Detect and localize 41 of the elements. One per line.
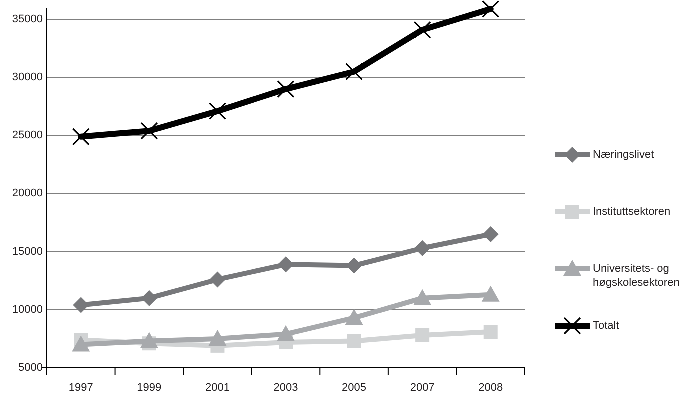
y-tick-label: 10000 bbox=[12, 304, 43, 316]
point bbox=[277, 325, 295, 342]
point bbox=[414, 289, 432, 306]
x-tick-label: 1999 bbox=[137, 382, 162, 394]
point bbox=[482, 286, 500, 302]
point bbox=[414, 240, 431, 256]
legend-label: Universitets- og høgskolesektoren bbox=[593, 262, 680, 289]
x-tick-label: 2001 bbox=[205, 382, 230, 394]
point bbox=[277, 80, 295, 98]
point bbox=[345, 63, 364, 81]
x-tick-label: 2007 bbox=[410, 382, 435, 394]
x-tick-label: 1997 bbox=[68, 382, 94, 394]
legend-label: Totalt bbox=[593, 320, 620, 332]
legend-label: Instituttsektoren bbox=[593, 206, 671, 218]
point bbox=[141, 290, 158, 306]
y-tick-label: 35000 bbox=[12, 14, 43, 26]
point bbox=[72, 336, 90, 352]
legend-label: Næringslivet bbox=[593, 148, 654, 161]
y-tick-label: 20000 bbox=[12, 188, 43, 200]
point bbox=[210, 272, 226, 288]
point bbox=[208, 102, 227, 120]
point bbox=[482, 226, 499, 242]
point bbox=[484, 325, 498, 339]
x-tick-label: 2003 bbox=[274, 382, 298, 394]
y-tick-label: 25000 bbox=[12, 130, 43, 142]
point bbox=[482, 0, 500, 18]
point bbox=[278, 256, 294, 273]
point bbox=[73, 297, 90, 314]
point bbox=[345, 309, 364, 326]
point bbox=[414, 21, 432, 39]
y-tick-label: 15000 bbox=[12, 246, 43, 258]
point bbox=[208, 330, 227, 346]
point bbox=[72, 128, 90, 146]
point bbox=[347, 334, 362, 348]
x-tick-label: 2005 bbox=[342, 382, 367, 394]
y-tick-label: 30000 bbox=[12, 72, 43, 84]
point bbox=[416, 328, 430, 342]
x-tick-label: 2008 bbox=[478, 382, 504, 394]
point bbox=[140, 332, 158, 348]
point bbox=[140, 122, 158, 140]
y-tick-label: 5000 bbox=[18, 362, 43, 374]
